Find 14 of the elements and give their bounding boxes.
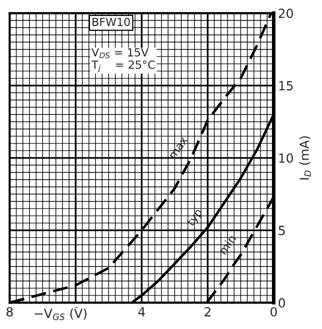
y-tick-label: 10 <box>279 153 293 163</box>
x-axis-title: −V$_{GS}$ (V) <box>34 308 86 320</box>
x-tick-label: 2 <box>204 307 210 316</box>
x-tick-label: 0 <box>270 307 277 317</box>
x-tick-label: 4 <box>138 307 145 316</box>
text: V$_{DS}$ = 15V T$_{j}$ = 25°C <box>91 48 155 72</box>
y-tick-label: 20 <box>278 8 293 18</box>
x-tick-label: 8 <box>6 307 13 317</box>
y-tick-label: 15 <box>279 81 293 90</box>
y-tick-label: 0 <box>278 298 285 308</box>
text: typ <box>186 208 204 228</box>
y-axis-title: I$_{D}$ (mA) <box>299 136 311 180</box>
chart-title: BFW10 <box>92 18 130 26</box>
y-tick-label: 5 <box>278 226 285 236</box>
